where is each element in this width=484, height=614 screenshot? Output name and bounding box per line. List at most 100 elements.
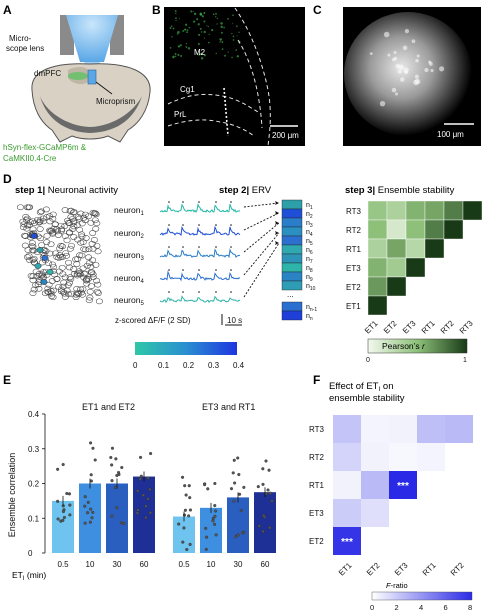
e-datapoint	[139, 474, 143, 478]
roi-outline	[33, 273, 41, 279]
fov-cell	[393, 50, 397, 55]
gcamp-speckle	[186, 29, 189, 32]
gcamp-speckle	[175, 12, 177, 15]
fov-cell	[369, 52, 373, 56]
roi-outline	[80, 274, 88, 281]
roi-outline	[35, 285, 43, 292]
roi-outline	[44, 285, 52, 292]
roi-outline	[61, 233, 69, 239]
roi-outline	[64, 282, 72, 289]
gcamp-speckle	[231, 32, 233, 35]
roi-outline	[70, 234, 78, 240]
e-datapoint	[109, 455, 113, 460]
erv-label: n10	[306, 283, 316, 292]
gcamp-speckle	[220, 22, 223, 25]
fov-glow	[344, 12, 472, 136]
roi-outline	[49, 211, 57, 218]
e-datapoint	[83, 495, 87, 499]
e-xtick-label: 0.5	[178, 560, 190, 569]
gcamp-speckle	[174, 10, 177, 12]
roi-outline	[43, 232, 51, 239]
roi-outline	[25, 222, 33, 228]
e-datapoint	[182, 526, 186, 530]
roi-outline	[53, 226, 61, 233]
e-datapoint	[61, 462, 65, 467]
e-datapoint	[56, 467, 60, 471]
gcamp-speckle	[219, 41, 221, 43]
dashed-arrow	[243, 222, 280, 253]
roi-outline	[76, 252, 84, 259]
e-datapoint	[270, 499, 274, 503]
gcamp-speckle	[169, 27, 172, 29]
roi-outline	[37, 235, 45, 242]
f-cell	[417, 443, 445, 471]
e-datapoint	[234, 535, 238, 539]
stability-cell	[386, 200, 407, 221]
stability-cell	[386, 238, 407, 259]
gcamp-speckle	[198, 53, 201, 56]
fov-cell	[415, 58, 419, 63]
roi-outline	[77, 289, 85, 296]
calcium-trace	[159, 225, 241, 237]
gcamp-speckle	[171, 36, 173, 38]
fov-cell	[395, 63, 401, 69]
roi-outline	[94, 290, 102, 297]
stability-row-label: RT2	[346, 226, 362, 235]
fov-cell	[413, 79, 419, 86]
e-datapoint	[238, 492, 242, 496]
e-datapoint	[93, 458, 97, 462]
erv-cell	[281, 226, 303, 237]
e-bar	[52, 500, 74, 553]
event-dot	[215, 224, 217, 226]
roi-outline	[94, 248, 102, 255]
gcamp-speckle	[197, 23, 200, 26]
roi-outline	[93, 243, 101, 249]
gcamp-speckle	[207, 25, 209, 28]
stability-cell	[424, 219, 445, 240]
e-datapoint	[187, 484, 191, 488]
fov-cell	[383, 31, 390, 38]
f-ratio-matrix: *** *** RT3 RT2 RT1 ET3 ET2 ET1 ET2 ET3 RT1 RT2	[309, 415, 473, 578]
e-datapoint	[213, 522, 217, 526]
e-datapoint	[146, 476, 150, 480]
roi-outline	[22, 233, 30, 240]
f-cell	[361, 443, 389, 471]
panel-label-c: C	[313, 3, 322, 17]
roi-outline	[73, 272, 81, 279]
gcamp-speckle	[232, 39, 235, 41]
panel-b: B M2 Cg1 PrL 200 μm	[152, 3, 305, 147]
e-datapoint	[61, 509, 65, 514]
time-scale-label: 10 s	[227, 316, 242, 325]
fratio-tick: 8	[468, 603, 472, 612]
gcamp-speckle	[177, 30, 180, 34]
event-dot	[168, 201, 170, 203]
roi-outline	[49, 215, 57, 222]
fov-cell	[404, 29, 410, 34]
e-ylabel: Ensemble correlation	[7, 453, 17, 538]
e-datapoint	[90, 516, 94, 520]
f-cell	[333, 499, 361, 527]
pactive-tick: 0.1	[158, 361, 170, 370]
gcamp-speckle	[227, 18, 229, 20]
gcamp-speckle	[215, 52, 217, 55]
pactive-colorbar	[135, 342, 237, 355]
erv-cell	[281, 217, 303, 228]
stability-col-label: ET1	[363, 318, 380, 335]
e-datapoint	[56, 499, 60, 503]
gcamp-speckle	[170, 25, 173, 27]
erv-label: n4	[306, 229, 313, 238]
erv-cell	[281, 262, 303, 273]
e-datapoint	[213, 481, 217, 486]
erv-label: n1	[306, 202, 313, 211]
stability-col-label: ET2	[382, 318, 399, 335]
roi-outline	[19, 218, 27, 225]
stability-col-label: RT2	[439, 318, 456, 335]
event-dot	[182, 201, 184, 203]
roi-outline	[85, 246, 93, 253]
gcamp-speckle	[174, 55, 177, 58]
e-xlabel: ETI (min)	[12, 570, 46, 582]
stability-cell	[367, 257, 388, 278]
e-datapoint	[233, 481, 237, 485]
roi-outline	[29, 273, 37, 280]
